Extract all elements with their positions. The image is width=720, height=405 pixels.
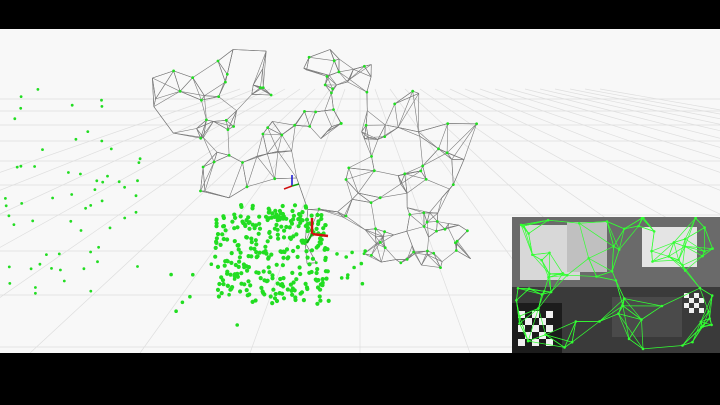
camera-mesh-overlay [515, 217, 714, 351]
camera-pose-axes-upper [283, 175, 300, 190]
camera-feed-inset [512, 217, 720, 353]
camera-image [512, 217, 720, 353]
letterbox-top [0, 0, 720, 29]
map-points [4, 55, 478, 327]
3d-viewport[interactable] [0, 29, 720, 353]
letterbox-bottom [0, 353, 720, 405]
camera-pose-axes-current [306, 218, 329, 244]
point-cloud-scene[interactable] [0, 29, 720, 353]
camera-scene-background [512, 217, 720, 353]
